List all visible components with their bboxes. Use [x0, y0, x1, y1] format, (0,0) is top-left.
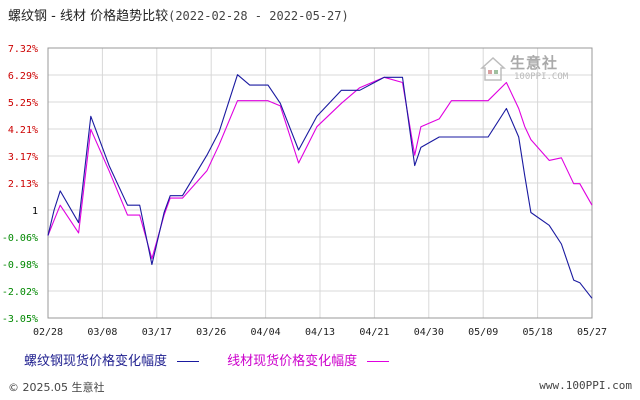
watermark-text: 生意社	[510, 54, 559, 72]
chart-title-main: 螺纹钢 - 线材 价格趋势比较	[8, 9, 169, 24]
y-tick-label: -2.02%	[2, 287, 38, 298]
footer-copyright: © 2025.05 生意社	[8, 381, 105, 394]
plot-frame	[47, 47, 593, 319]
y-tick-label: 1	[32, 206, 38, 217]
y-tick-label: 3.17%	[8, 152, 38, 163]
x-tick-label: 03/08	[87, 327, 117, 338]
watermark-logo: 生意社 100PPI.COM	[478, 52, 578, 88]
series-line-2	[47, 76, 593, 260]
x-tick-label: 03/17	[142, 327, 172, 338]
legend-swatch-series2	[367, 361, 390, 362]
y-tick-label: 7.32%	[8, 44, 38, 55]
chart-title-range: (2022-02-28 - 2022-05-27)	[168, 9, 349, 23]
legend-item-series2: 线材现货价格变化幅度	[227, 350, 399, 369]
y-tick-label: -0.06%	[2, 233, 38, 244]
y-tick-label: -3.05%	[2, 314, 38, 325]
legend-label-series1: 螺纹钢现货价格变化幅度	[24, 354, 168, 369]
legend-swatch-series1	[177, 361, 200, 362]
chart-title: 螺纹钢 - 线材 价格趋势比较(2022-02-28 - 2022-05-27)	[8, 5, 349, 24]
x-tick-label: 05/18	[523, 327, 553, 338]
x-tick-label: 05/09	[468, 327, 498, 338]
x-tick-label: 02/28	[33, 327, 63, 338]
x-tick-label: 04/13	[305, 327, 335, 338]
grid-layer	[47, 47, 593, 319]
y-tick-label: -0.98%	[2, 260, 38, 271]
footer-site-link[interactable]: www.100PPI.com	[539, 379, 632, 392]
x-tick-label: 04/21	[359, 327, 389, 338]
watermark-sub: 100PPI.COM	[514, 72, 569, 82]
series-layer	[47, 74, 593, 299]
x-tick-label: 04/04	[251, 327, 281, 338]
y-tick-label: 6.29%	[8, 71, 38, 82]
x-tick-label: 05/27	[577, 327, 607, 338]
legend-label-series2: 线材现货价格变化幅度	[227, 354, 358, 369]
x-tick-label: 03/26	[196, 327, 226, 338]
y-tick-label: 2.13%	[8, 179, 38, 190]
legend: 螺纹钢现货价格变化幅度 线材现货价格变化幅度	[24, 350, 399, 369]
axis-layer: 7.32% 6.29% 5.25% 4.21% 3.17% 2.13% 1 -0.06% -0.…	[2, 44, 607, 338]
house-logo-icon	[480, 56, 506, 81]
y-tick-label: 4.21%	[8, 125, 38, 136]
x-tick-label: 04/30	[414, 327, 444, 338]
y-tick-label: 5.25%	[8, 98, 38, 109]
legend-item-series1: 螺纹钢现货价格变化幅度	[24, 350, 209, 369]
series-line-1	[47, 74, 593, 299]
